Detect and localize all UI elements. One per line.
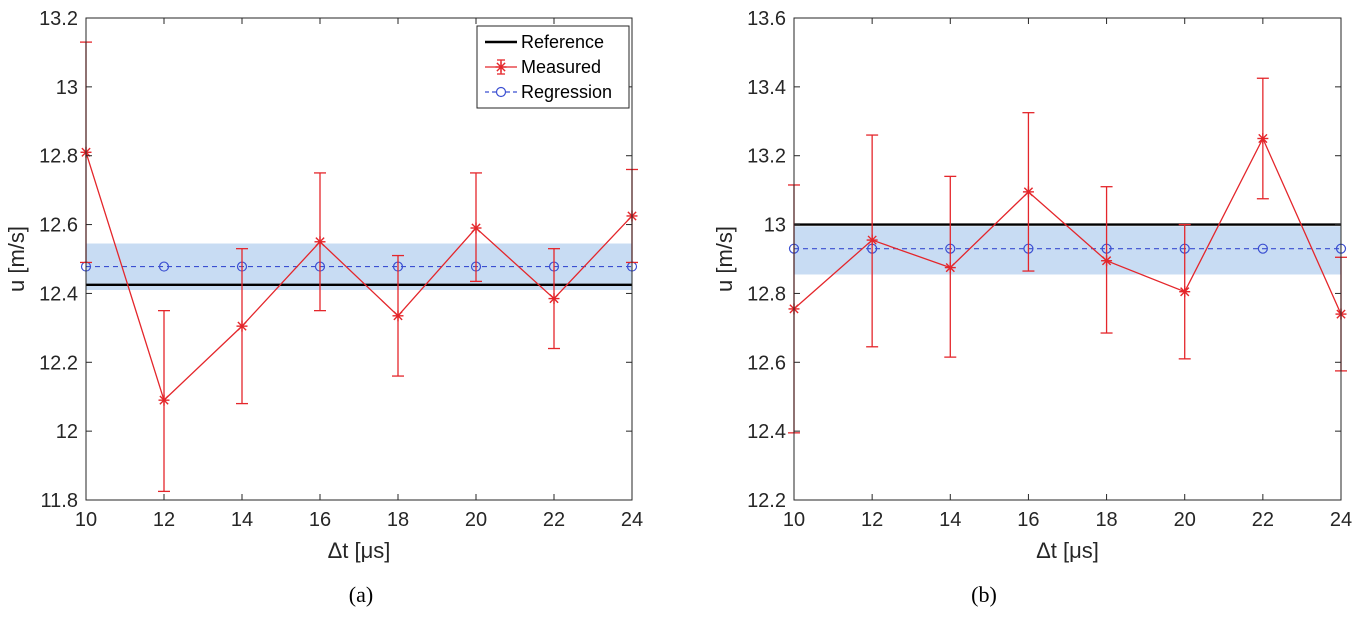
x-tick-label: 20	[1174, 509, 1196, 531]
x-tick-label: 12	[153, 509, 175, 531]
caption-b: (b)	[971, 582, 997, 607]
legend: Reference Measured Regression	[476, 25, 630, 109]
measured-point	[1179, 286, 1191, 298]
x-tick-label: 12	[861, 509, 883, 531]
y-tick-label: 12.4	[39, 283, 78, 305]
measured-point	[1257, 133, 1269, 144]
x-tick-label: 16	[309, 509, 331, 531]
y-tick-label: 12.2	[39, 352, 78, 374]
y-axis-label: u [m/s]	[4, 226, 29, 292]
legend-label: Regression	[521, 82, 612, 102]
y-tick-label: 12.8	[747, 283, 786, 305]
y-tick-label: 13	[764, 215, 786, 237]
y-tick-label: 12.6	[39, 215, 78, 237]
x-tick-label: 22	[543, 509, 565, 531]
y-tick-label: 13.2	[39, 8, 78, 30]
x-tick-label: 22	[1252, 509, 1274, 531]
regression-point	[158, 261, 170, 272]
chart-svg-a: 10 12 14 16 18 20 22 24 11.8 12 12.2 12.4 12.6 12.8 13…	[4, 8, 643, 563]
legend-label: Reference	[521, 32, 604, 52]
x-tick-label: 10	[75, 509, 97, 531]
x-tick-label: 14	[231, 509, 253, 531]
x-tick-label: 14	[939, 509, 961, 531]
x-axis-label: Δt [μs]	[1036, 538, 1099, 563]
y-tick-label: 12	[56, 421, 78, 443]
y-tick-label: 12.2	[747, 490, 786, 512]
measured-point	[1101, 255, 1113, 267]
caption-a: (a)	[348, 582, 374, 607]
chart-svg-b: 10 12 14 16 18 20 22 24 12.2 12.4 12.6 12.8 13 13.2 13…	[712, 8, 1352, 563]
axes-box	[793, 17, 1342, 501]
legend-label: Measured	[521, 57, 601, 77]
regression-point	[1257, 243, 1268, 254]
x-tick-label: 24	[1330, 509, 1352, 531]
x-tick-label: 24	[621, 509, 643, 531]
measured-point	[392, 310, 404, 322]
y-tick-label: 12.4	[747, 421, 786, 443]
x-axis-label: Δt [μs]	[328, 538, 391, 563]
y-tick-label: 12.6	[747, 352, 786, 374]
x-tick-label: 18	[1095, 509, 1117, 531]
measured-point	[1022, 186, 1034, 198]
y-tick-label: 13.6	[747, 8, 786, 30]
measured-point	[866, 234, 878, 246]
x-tick-label: 18	[387, 509, 409, 531]
measured-point	[548, 293, 560, 305]
x-tick-label: 10	[783, 509, 805, 531]
axes-box	[85, 17, 633, 501]
measured-point	[944, 262, 956, 274]
measured-point	[236, 320, 248, 332]
legend-measured-marker	[495, 61, 507, 73]
measured-line	[793, 136, 1342, 315]
chart-panel-a: 10 12 14 16 18 20 22 24 11.8 12 12.2 12.4 12.6 12.8 13…	[4, 8, 643, 607]
y-tick-label: 12.8	[39, 146, 78, 168]
y-tick-label: 13.2	[747, 146, 786, 168]
y-axis-label: u [m/s]	[712, 226, 737, 292]
measured-point	[470, 222, 482, 234]
y-tick-label: 13	[56, 77, 78, 99]
measured-point	[314, 236, 326, 248]
y-tick-label: 13.4	[747, 77, 786, 99]
measured-line	[85, 152, 633, 402]
y-tick-label: 11.8	[41, 490, 78, 512]
x-tick-label: 16	[1017, 509, 1039, 531]
x-tick-label: 20	[465, 509, 487, 531]
chart-panel-b: 10 12 14 16 18 20 22 24 12.2 12.4 12.6 12.8 13 13.2 13…	[685, 0, 1370, 628]
confidence-band	[794, 226, 1341, 275]
legend-regression-marker	[495, 86, 507, 98]
measured-point	[158, 394, 170, 406]
